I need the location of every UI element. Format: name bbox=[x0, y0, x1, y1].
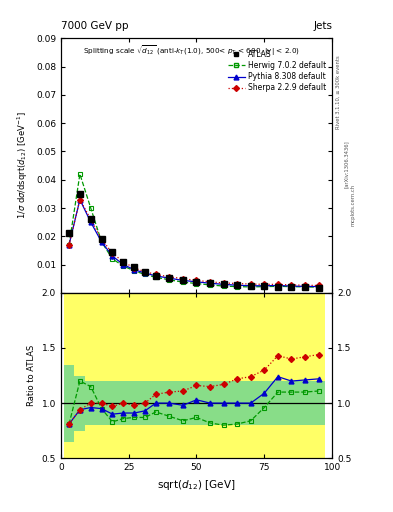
Text: mcplots.cern.ch: mcplots.cern.ch bbox=[351, 184, 356, 226]
Text: Jets: Jets bbox=[313, 20, 332, 31]
Text: Splitting scale $\sqrt{d_{12}}$ (anti-$k_T$(1.0), 500< $p_T$ < 600, |y| < 2.0): Splitting scale $\sqrt{d_{12}}$ (anti-$k… bbox=[83, 44, 299, 58]
Text: Rivet 3.1.10, ≥ 300k events: Rivet 3.1.10, ≥ 300k events bbox=[336, 55, 341, 129]
Text: [arXiv:1306.3436]: [arXiv:1306.3436] bbox=[344, 140, 349, 188]
Text: 7000 GeV pp: 7000 GeV pp bbox=[61, 20, 129, 31]
Y-axis label: 1/$\sigma$ d$\sigma$/dsqrt($d_{12}$) [GeV$^{-1}$]: 1/$\sigma$ d$\sigma$/dsqrt($d_{12}$) [Ge… bbox=[16, 112, 30, 220]
X-axis label: sqrt($d_{12}$) [GeV]: sqrt($d_{12}$) [GeV] bbox=[157, 478, 236, 492]
Y-axis label: Ratio to ATLAS: Ratio to ATLAS bbox=[27, 345, 36, 406]
Legend: ATLAS, Herwig 7.0.2 default, Pythia 8.308 default, Sherpa 2.2.9 default: ATLAS, Herwig 7.0.2 default, Pythia 8.30… bbox=[226, 47, 328, 95]
